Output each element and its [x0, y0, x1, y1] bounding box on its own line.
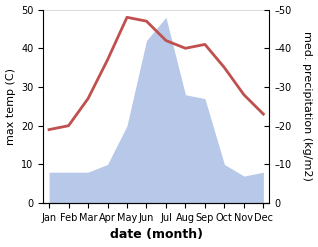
X-axis label: date (month): date (month) [110, 228, 203, 242]
Y-axis label: max temp (C): max temp (C) [5, 68, 16, 145]
Y-axis label: med. precipitation (kg/m2): med. precipitation (kg/m2) [302, 31, 313, 181]
